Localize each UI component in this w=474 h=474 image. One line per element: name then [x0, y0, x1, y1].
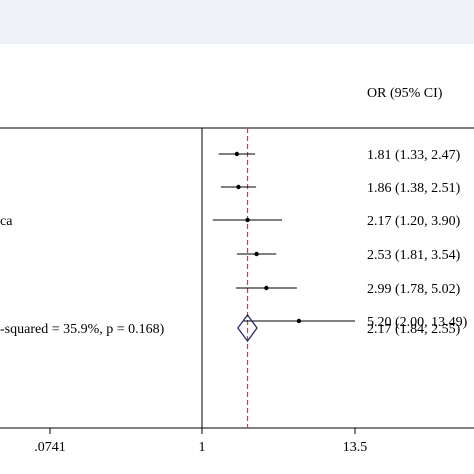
study-label: ca — [0, 214, 13, 229]
or-ci-text: 2.53 (1.81, 3.54) — [367, 248, 461, 263]
study-row: 2.99 (1.78, 5.02) — [235, 282, 461, 297]
point-estimate — [234, 151, 240, 157]
column-header: OR (95% CI) — [367, 86, 443, 101]
study-row: 1.81 (1.33, 2.47) — [218, 148, 461, 163]
study-row: 5.20 (2.00, 13.49) — [242, 315, 468, 330]
study-row: 2.53 (1.81, 3.54) — [236, 248, 461, 263]
point-estimate — [236, 184, 241, 190]
point-estimate — [296, 318, 302, 324]
or-ci-text: 5.20 (2.00, 13.49) — [367, 315, 468, 330]
x-ticks: .0741 1 13.5 — [34, 428, 367, 455]
or-ci-text: 1.86 (1.38, 2.51) — [367, 181, 461, 196]
or-ci-text: 1.81 (1.33, 2.47) — [367, 148, 461, 163]
overall-diamond — [237, 313, 258, 343]
header-band — [0, 0, 474, 44]
axes-group — [0, 127, 474, 429]
heterogeneity-label: -squared = 35.9%, p = 0.168) — [0, 322, 165, 337]
overall-row: -squared = 35.9%, p = 0.168) 2.17 (1.84, … — [0, 313, 461, 343]
study-row: ca 2.17 (1.20, 3.90) — [0, 214, 461, 229]
overall-or-ci-text: 2.17 (1.84, 2.55) — [367, 322, 461, 337]
x-tick-label-0: .0741 — [34, 440, 66, 455]
or-ci-text: 2.99 (1.78, 5.02) — [367, 282, 461, 297]
point-estimate — [245, 217, 250, 223]
point-estimate — [254, 251, 259, 257]
study-rows: 1.81 (1.33, 2.47) 1.86 (1.38, 2.51) ca 2.17… — [0, 148, 468, 330]
or-ci-text: 2.17 (1.20, 3.90) — [367, 214, 461, 229]
x-tick-label-1: 1 — [199, 440, 206, 455]
x-tick-label-2: 13.5 — [343, 440, 368, 455]
study-row: 1.86 (1.38, 2.51) — [220, 181, 461, 196]
point-estimate — [264, 285, 269, 291]
